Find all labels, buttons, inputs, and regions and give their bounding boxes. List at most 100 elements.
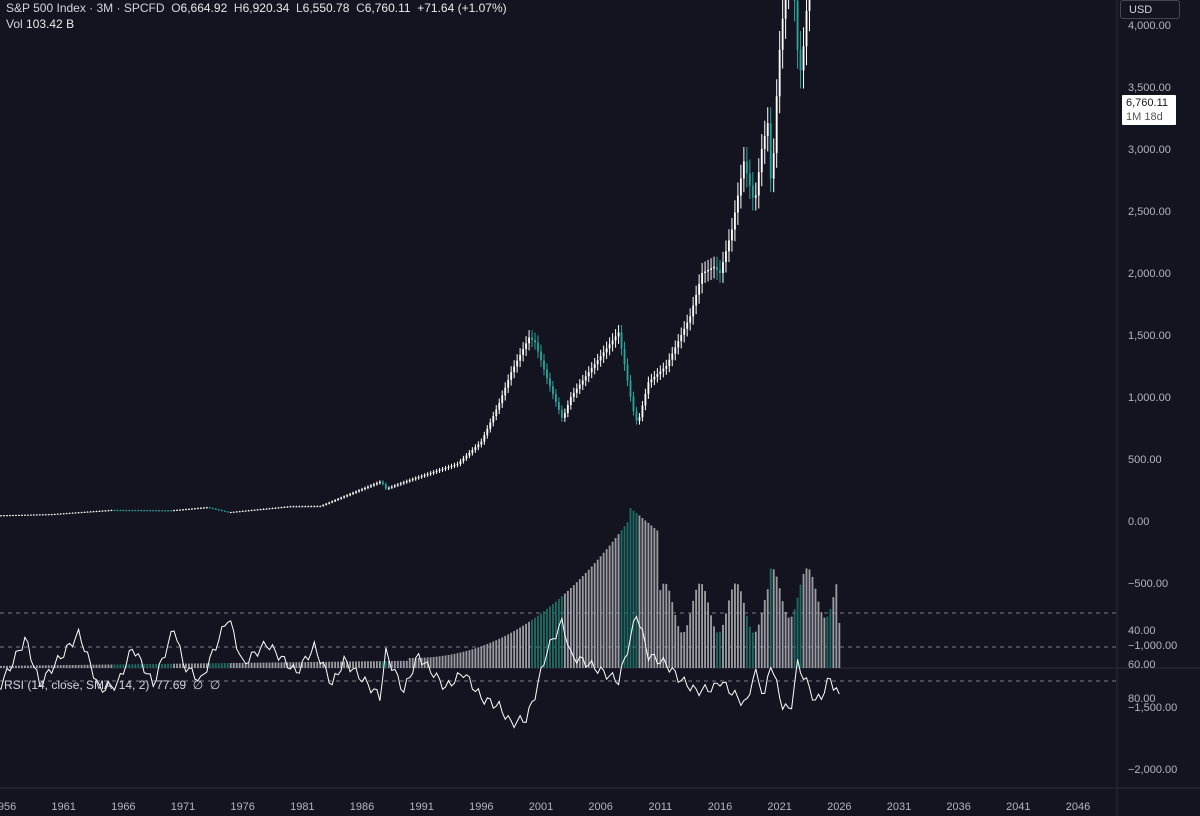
volume-bar (405, 660, 408, 668)
candle-body (313, 506, 316, 508)
candle-body (259, 509, 262, 511)
time-tick-label: 2021 (767, 801, 791, 813)
candle-body (656, 374, 659, 377)
volume-bar (569, 588, 572, 668)
candle-body (146, 510, 149, 512)
volume-bar (772, 569, 775, 668)
volume-bar (590, 566, 593, 668)
candle-body (322, 504, 325, 507)
candle-body (155, 510, 158, 512)
volume-bar (59, 665, 62, 668)
volume-bar (748, 626, 751, 668)
candle-body (247, 510, 250, 512)
volume-bar (122, 664, 125, 668)
candle-body (59, 513, 62, 515)
volume-bar (301, 662, 304, 668)
volume-bar (704, 590, 707, 668)
volume-bar (802, 573, 805, 668)
candle-body (86, 511, 89, 513)
candle-body (361, 489, 363, 491)
volume-bar (211, 663, 214, 668)
rsi-extra-1: ∅ (192, 678, 204, 692)
time-tick-label: 1986 (350, 801, 374, 813)
candle-body (74, 512, 77, 514)
candle-body (77, 512, 80, 514)
candle-body (253, 509, 256, 511)
volume-bar (811, 576, 814, 668)
candle-body (498, 403, 501, 410)
volume-bar (71, 664, 74, 668)
candle-body (134, 510, 137, 512)
candle-body (438, 470, 441, 472)
time-tick-label: 1971 (171, 801, 195, 813)
candle-body (417, 477, 420, 479)
volume-bar (334, 661, 337, 668)
volume-bar (361, 661, 363, 668)
currency-button[interactable]: USD (1120, 0, 1180, 19)
candle-body (340, 497, 343, 499)
candle-body (668, 359, 671, 366)
candle-body (432, 472, 435, 474)
candle-body (143, 510, 146, 512)
volume-bar (435, 656, 438, 668)
volume-bar (214, 663, 217, 668)
volume-bar (602, 552, 605, 668)
candle-body (80, 512, 83, 514)
candle-body (15, 515, 17, 517)
candle-body (686, 322, 689, 329)
candle-body (337, 498, 340, 501)
volume-bar (402, 660, 405, 668)
candle-body (450, 465, 453, 467)
rsi-tick-label: 80.00 (1128, 693, 1156, 705)
rsi-value: 77.69 (156, 678, 187, 692)
candle-body (525, 343, 528, 350)
volume-bar (638, 515, 641, 668)
candle-body (164, 510, 167, 512)
volume-bar (728, 600, 730, 668)
candle-body (492, 416, 495, 423)
candle-body (802, 46, 805, 71)
time-tick-label: 2031 (887, 801, 911, 813)
volume-bar (474, 648, 477, 668)
candle-body (728, 240, 730, 252)
volume-bar (531, 619, 533, 668)
price-tick-label: −2,000.00 (1128, 764, 1177, 776)
volume-bar (492, 641, 495, 668)
candle-body (149, 510, 152, 512)
volume-bar (680, 632, 683, 668)
time-tick-label: 2006 (588, 801, 612, 813)
candle-body (173, 510, 175, 512)
candle-body (683, 328, 686, 335)
volume-bar (83, 664, 86, 668)
candle-body (429, 473, 432, 475)
candle-body (766, 123, 769, 137)
candle-body (504, 387, 507, 396)
candle-body (158, 510, 161, 512)
price-tick-label: −1,000.00 (1128, 640, 1177, 652)
candle-body (62, 513, 65, 515)
volume-bar (241, 662, 244, 668)
rsi-extra-2: ∅ (209, 678, 221, 692)
candle-body (480, 441, 483, 445)
candle-body (557, 402, 560, 410)
candle-body (370, 485, 372, 487)
volume-bar (710, 615, 712, 668)
candle-body (584, 376, 587, 381)
candle-body (563, 412, 566, 418)
candle-body (507, 379, 510, 388)
candle-body (35, 514, 38, 516)
candle-body (647, 382, 650, 394)
volume-bar (250, 662, 253, 668)
candle-body (220, 510, 223, 512)
volume-bar (650, 525, 653, 668)
volume-bar (713, 626, 715, 668)
rsi-title[interactable]: RSI (14, close, SMA, 14, 2) (4, 678, 150, 692)
volume-bar (86, 664, 89, 668)
symbol-title[interactable]: S&P 500 Index · 3M · SPCFD (6, 1, 165, 15)
volume-bar (15, 665, 17, 668)
volume-bar (596, 559, 599, 668)
candle-body (745, 161, 748, 174)
candle-body (552, 386, 554, 395)
volume-bar (608, 545, 611, 668)
